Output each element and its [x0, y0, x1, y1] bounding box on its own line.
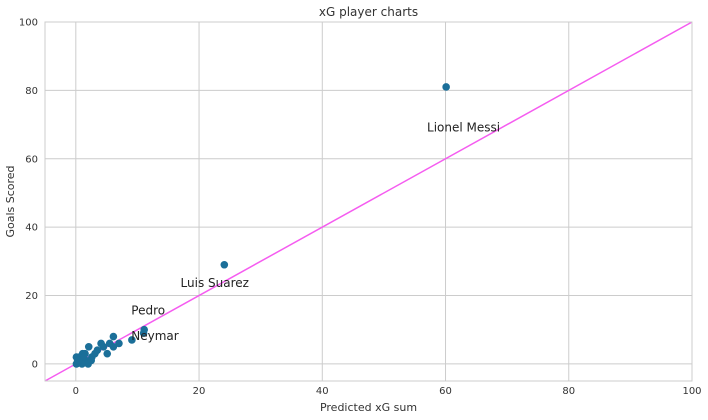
y-axis-ticks: 0 20 40 60 80 100 [19, 18, 38, 371]
x-tick-label: 100 [682, 386, 701, 397]
y-tick-label: 100 [19, 18, 38, 29]
x-tick-label: 0 [73, 386, 79, 397]
y-tick-label: 60 [25, 154, 38, 165]
y-axis-title: Goals Scored [4, 165, 17, 237]
x-axis-ticks: 0 20 40 60 80 100 [73, 386, 702, 397]
data-point [442, 83, 450, 91]
data-point [80, 353, 88, 361]
data-point [220, 260, 229, 269]
data-point [84, 343, 93, 351]
point-label: Lionel Messi [427, 120, 500, 134]
data-point [109, 332, 118, 341]
data-point [115, 339, 123, 348]
y-tick-label: 0 [32, 359, 38, 370]
point-label: Pedro [131, 303, 165, 317]
point-annotations: Lionel Messi Luis Suarez Pedro Neymar [131, 120, 500, 343]
y-tick-label: 40 [25, 223, 38, 234]
y-tick-label: 20 [25, 291, 38, 302]
chart-title: xG player charts [319, 5, 418, 19]
grid-lines [45, 21, 693, 381]
data-point [105, 339, 114, 348]
x-tick-label: 40 [316, 386, 329, 397]
data-point [73, 356, 82, 365]
x-tick-label: 80 [562, 386, 575, 397]
data-points [72, 83, 450, 368]
reference-line [44, 21, 693, 382]
data-point [87, 356, 96, 365]
data-point [103, 349, 112, 358]
plot-frame [44, 21, 693, 382]
y-tick-label: 80 [25, 86, 38, 97]
x-tick-label: 20 [193, 386, 206, 397]
data-point [128, 336, 136, 344]
data-point [139, 329, 148, 337]
data-point [93, 346, 102, 355]
point-label: Neymar [131, 329, 179, 343]
x-tick-label: 60 [439, 386, 452, 397]
point-label: Luis Suarez [181, 276, 249, 290]
data-point [97, 339, 105, 348]
x-axis-title: Predicted xG sum [320, 401, 417, 414]
